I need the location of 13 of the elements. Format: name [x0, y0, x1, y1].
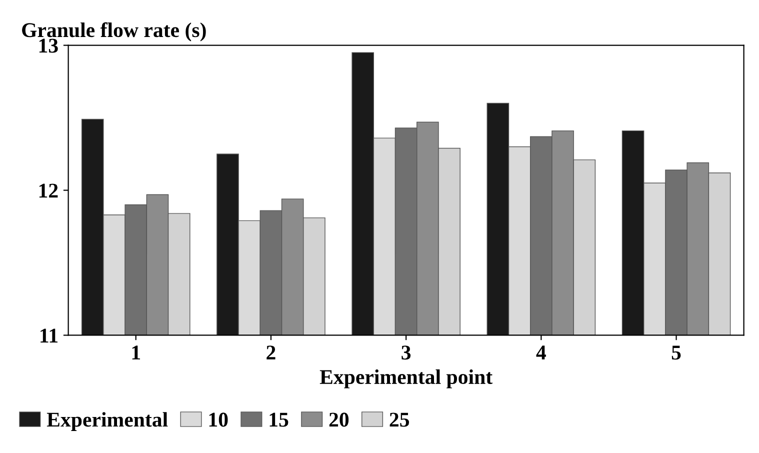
legend-label: Experimental	[46, 412, 168, 431]
x-tick-label: 5	[672, 346, 681, 360]
x-tick-label: 2	[266, 346, 276, 360]
legend-label: 20	[329, 412, 349, 427]
legend-label: 10	[209, 412, 228, 427]
y-tick-label: 11	[40, 328, 58, 342]
x-tick-label: 1	[132, 346, 140, 360]
x-tick-label: 4	[536, 346, 546, 360]
x-tick-label: 3	[402, 346, 411, 360]
legend-label: 25	[390, 412, 410, 427]
y-tick-label: 12	[39, 184, 58, 198]
legend-label: 15	[270, 412, 288, 427]
x-axis-title: Experimental point	[320, 369, 492, 388]
